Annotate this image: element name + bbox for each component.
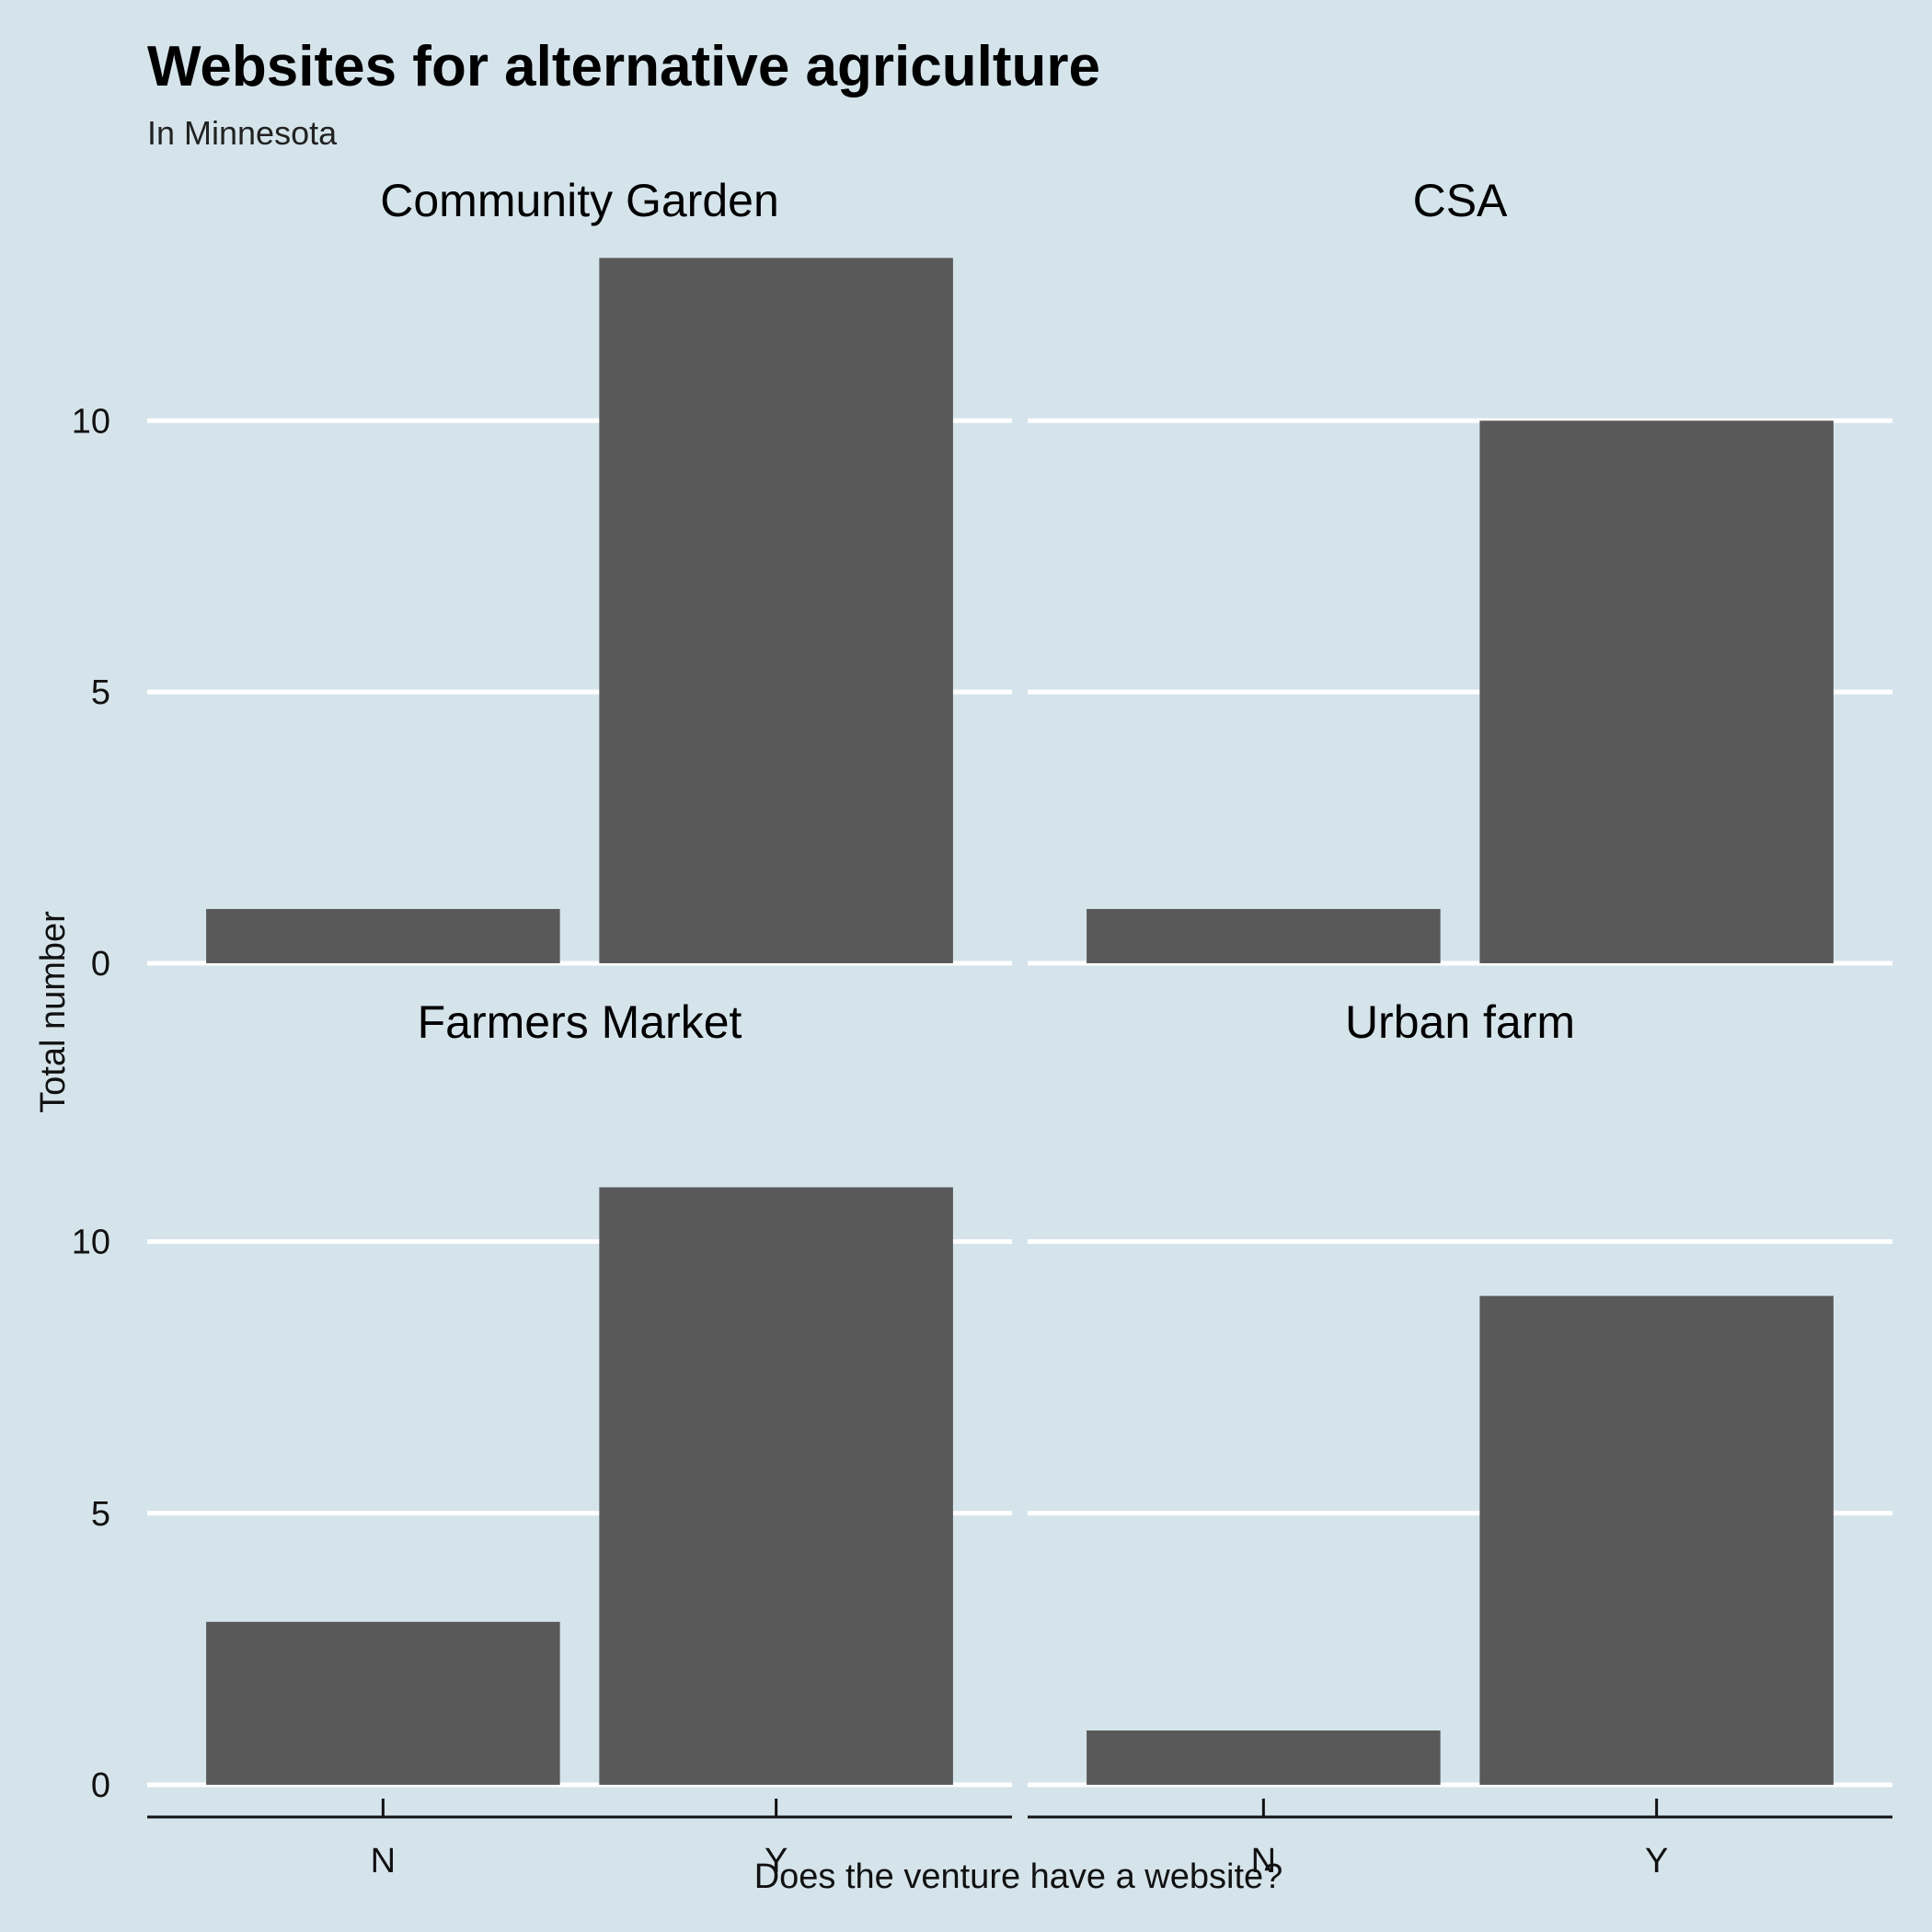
facet-title-community-garden: Community Garden (380, 175, 779, 226)
bar-community-garden-y (599, 258, 953, 964)
y-tick-label: 10 (72, 402, 110, 441)
x-axis-label: Does the venture have a website? (754, 1857, 1283, 1896)
x-tick-label: N (1251, 1842, 1276, 1880)
facet-title-urban-farm: Urban farm (1345, 996, 1575, 1048)
y-tick-label: 5 (91, 1495, 110, 1534)
chart-subtitle: In Minnesota (147, 114, 338, 152)
bar-csa-y (1479, 420, 1834, 963)
facet-title-farmers-market: Farmers Market (418, 996, 742, 1048)
bar-community-garden-n (206, 909, 560, 963)
y-tick-label: 5 (91, 673, 110, 712)
x-tick-label: N (371, 1842, 396, 1880)
bar-csa-n (1087, 909, 1441, 963)
y-tick-label: 0 (91, 945, 110, 983)
bar-farmers-market-y (599, 1187, 953, 1785)
bar-urban-farm-n (1087, 1730, 1441, 1785)
x-tick-label: Y (1645, 1842, 1668, 1880)
y-tick-label: 0 (91, 1766, 110, 1805)
facet-title-csa: CSA (1413, 175, 1508, 226)
facet-panels: Community Garden 0 5 10 CSA Farmers Market 0 5 1… (72, 175, 1892, 1880)
y-axis-label: Total number (34, 911, 73, 1113)
bar-farmers-market-n (206, 1621, 560, 1785)
bar-urban-farm-y (1479, 1295, 1834, 1785)
x-tick-label: Y (765, 1842, 788, 1880)
chart-title: Websites for alternative agriculture (147, 35, 1100, 98)
y-tick-label: 10 (72, 1224, 110, 1262)
